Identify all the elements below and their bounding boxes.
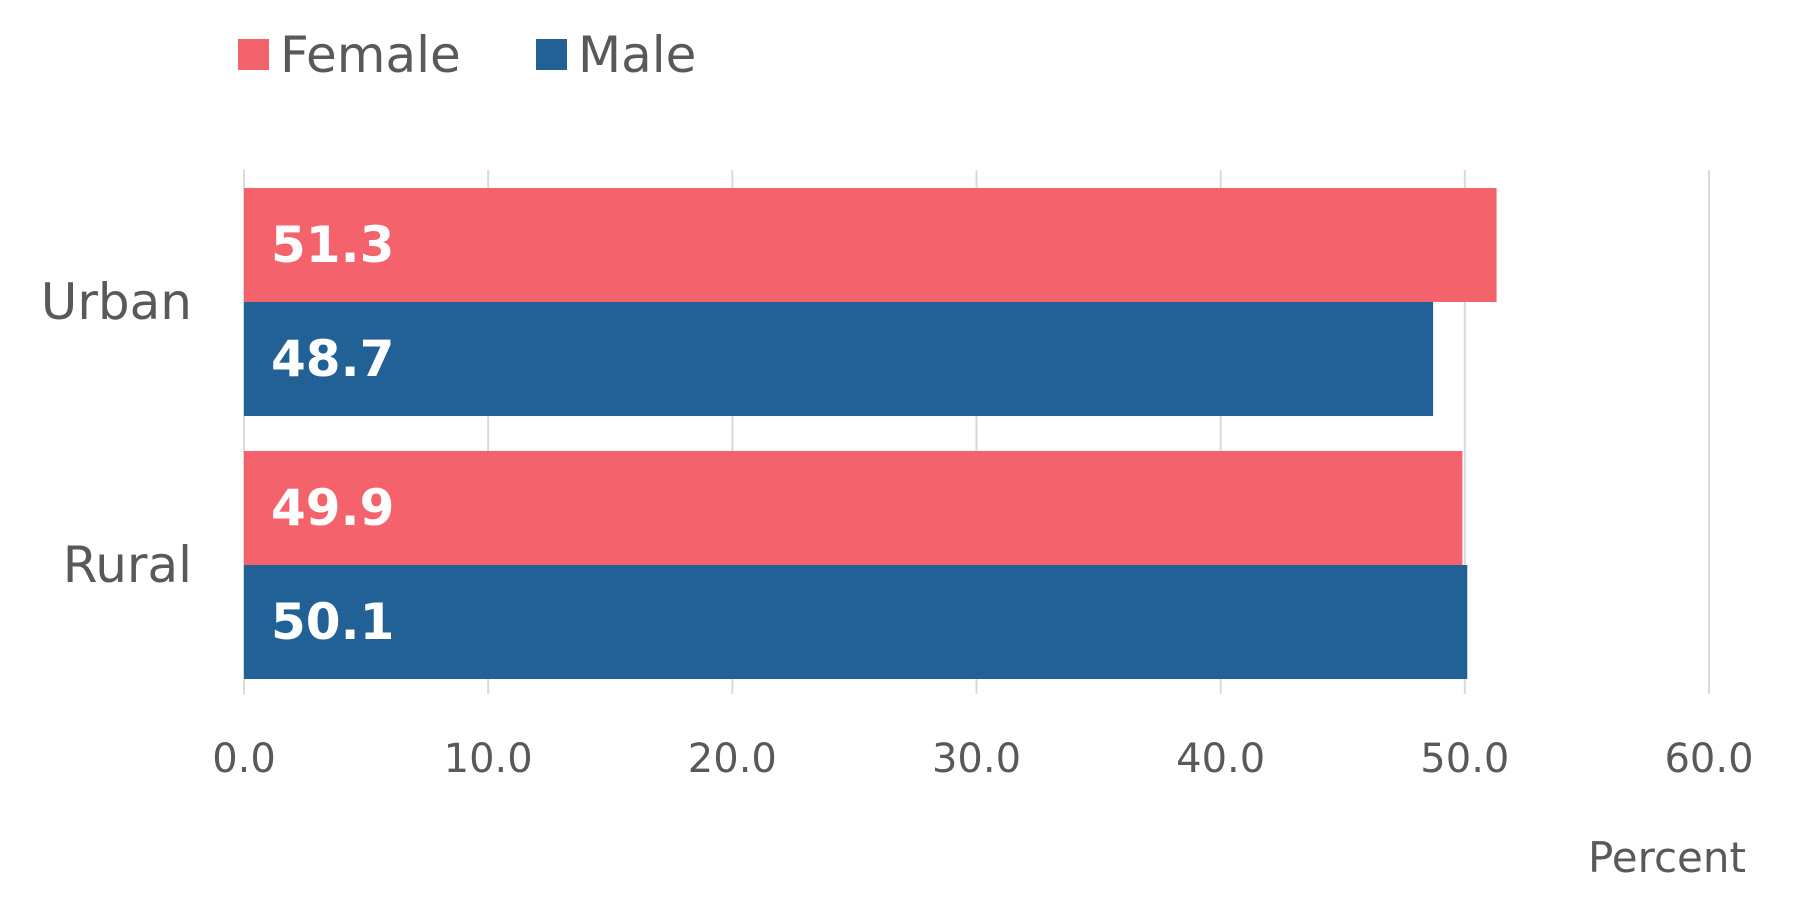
x-tick-label: 10.0	[444, 736, 533, 782]
y-category-label: Rural	[63, 536, 192, 594]
data-label: 48.7	[271, 330, 394, 388]
x-tick-label: 40.0	[1176, 736, 1265, 782]
data-label: 50.1	[271, 593, 394, 651]
data-label: 49.9	[271, 479, 394, 537]
legend-swatch-female	[238, 39, 269, 70]
data-label: 51.3	[271, 216, 394, 274]
legend-label-male: Male	[578, 26, 696, 84]
bar-female-urban	[244, 188, 1497, 302]
bar-female-rural	[244, 451, 1463, 565]
legend-swatch-male	[536, 39, 567, 70]
x-axis-title: Percent	[1588, 833, 1746, 882]
legend-label-female: Female	[280, 26, 461, 84]
x-tick-label: 50.0	[1420, 736, 1509, 782]
x-tick-label: 0.0	[212, 736, 276, 782]
data-labels: 51.3 48.7 49.9 50.1	[271, 216, 394, 651]
x-tick-label: 30.0	[932, 736, 1021, 782]
bar-male-urban	[244, 302, 1434, 416]
x-tick-label: 60.0	[1664, 736, 1753, 782]
x-tick-label: 20.0	[688, 736, 777, 782]
y-category-label: Urban	[41, 273, 192, 331]
legend: Female Male	[238, 26, 696, 84]
axes: 0.0 10.0 20.0 30.0 40.0 50.0 60.0 Urban Rural Per…	[41, 273, 1754, 882]
bars	[244, 188, 1497, 679]
bar-male-rural	[244, 565, 1468, 679]
